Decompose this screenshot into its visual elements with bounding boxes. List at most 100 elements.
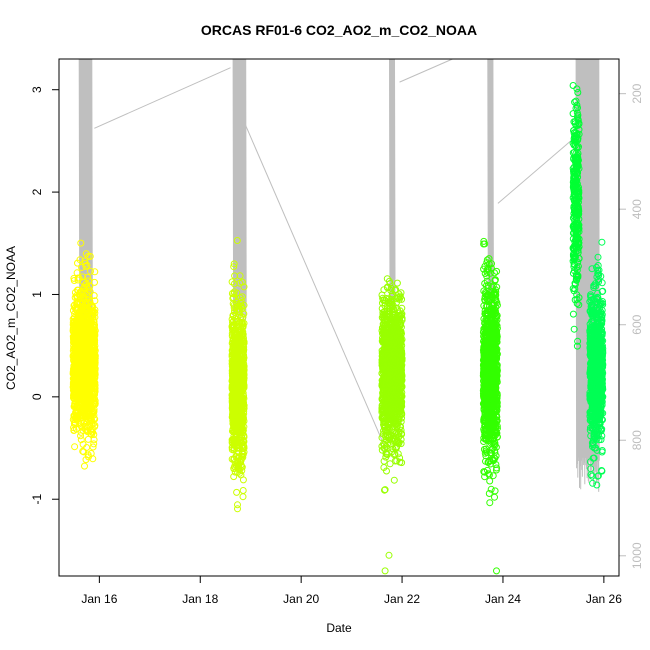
point: [236, 294, 244, 302]
point: [384, 440, 392, 447]
point: [485, 357, 493, 365]
point: [77, 239, 85, 247]
point: [83, 327, 91, 335]
point: [392, 286, 400, 294]
point: [81, 422, 89, 430]
point: [493, 312, 501, 319]
point: [73, 293, 81, 301]
point: [83, 290, 91, 298]
point: [230, 409, 238, 417]
point: [84, 389, 92, 397]
point: [392, 337, 400, 345]
point: [73, 269, 81, 277]
pressure-trace: [78, 58, 600, 492]
point: [378, 291, 386, 299]
point: [77, 432, 84, 440]
point: [480, 425, 488, 433]
point: [73, 385, 81, 393]
point: [90, 440, 98, 448]
point: [88, 416, 95, 424]
point: [233, 365, 241, 373]
point: [482, 323, 490, 331]
point: [79, 318, 86, 326]
point: [231, 458, 239, 466]
point: [238, 452, 246, 460]
point: [78, 361, 86, 369]
point: [483, 449, 491, 456]
point: [481, 396, 489, 404]
point: [230, 473, 238, 481]
point: [70, 394, 77, 402]
point: [381, 383, 389, 391]
point: [232, 434, 240, 441]
point: [231, 370, 239, 378]
point: [79, 447, 87, 455]
point: [84, 346, 92, 354]
point: [232, 318, 240, 326]
point: [382, 436, 390, 444]
point: [389, 379, 397, 387]
point: [228, 278, 236, 286]
point: [484, 459, 492, 466]
point: [397, 391, 405, 399]
point: [398, 304, 406, 312]
point: [233, 488, 241, 496]
point: [483, 256, 491, 264]
point: [229, 294, 237, 302]
point: [240, 310, 248, 318]
point: [389, 355, 397, 363]
point: [237, 299, 244, 307]
point: [91, 421, 99, 429]
point: [398, 459, 406, 467]
point: [391, 286, 399, 294]
point: [230, 288, 238, 296]
point: [395, 430, 403, 438]
point: [82, 376, 90, 384]
point: [381, 486, 388, 494]
point: [485, 416, 492, 423]
point: [397, 345, 405, 353]
point: [487, 328, 495, 336]
point: [493, 267, 501, 275]
point: [80, 346, 87, 354]
point: [397, 336, 404, 344]
point: [491, 297, 499, 304]
point: [573, 342, 581, 350]
point: [394, 343, 402, 351]
x-axis-label: Date: [326, 621, 352, 635]
point: [240, 395, 248, 403]
point: [389, 325, 397, 333]
series-3: [479, 237, 501, 575]
point: [89, 394, 96, 402]
point: [392, 400, 400, 407]
point: [392, 419, 400, 427]
point: [493, 283, 501, 291]
point: [397, 289, 405, 297]
point: [491, 269, 498, 277]
point: [83, 355, 91, 363]
point: [85, 277, 93, 285]
point: [240, 444, 248, 452]
point: [492, 389, 500, 397]
point: [383, 312, 391, 320]
pressure-transit-3: [497, 133, 579, 204]
point: [79, 360, 87, 368]
point: [387, 440, 395, 448]
point: [232, 424, 240, 432]
point: [390, 395, 398, 403]
point: [488, 455, 496, 463]
point: [239, 412, 247, 420]
point: [388, 321, 396, 329]
point: [385, 551, 393, 559]
point: [240, 301, 248, 309]
point: [380, 444, 388, 452]
point: [395, 312, 403, 320]
pressure-transit-2: [399, 58, 453, 83]
point: [88, 428, 96, 436]
point: [394, 437, 402, 445]
point: [77, 307, 85, 314]
point: [89, 443, 97, 451]
point: [488, 411, 496, 419]
